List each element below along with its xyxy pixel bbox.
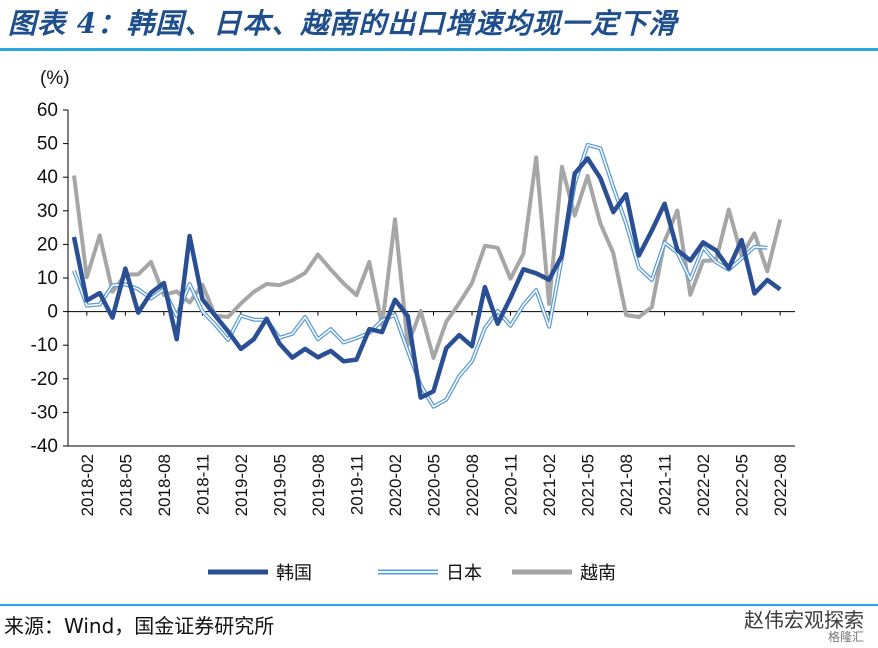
x-tick-label: 2021-11 (656, 454, 675, 515)
x-tick-label: 2022-02 (694, 454, 713, 516)
y-tick-label: 50 (37, 134, 58, 155)
y-tick-label: 0 (47, 302, 58, 323)
x-tick-label: 2022-08 (771, 454, 790, 516)
legend-label-vietnam: 越南 (580, 563, 616, 584)
x-tick-label: 2022-05 (733, 454, 752, 516)
y-tick-label: 10 (37, 268, 58, 289)
legend-label-korea: 韩国 (276, 563, 312, 584)
legend-label-japan: 日本 (446, 563, 482, 584)
x-tick-label: 2018-02 (78, 454, 97, 516)
series-line-korea (71, 156, 782, 400)
source-note: 来源：Wind，国金证券研究所 (4, 614, 275, 638)
footer-rule (0, 604, 878, 606)
chart-title: 图表 4：韩国、日本、越南的出口增速均现一定下滑 (8, 7, 678, 40)
x-tick-label: 2018-05 (116, 454, 135, 516)
title-rule (0, 48, 878, 51)
x-tick-label: 2020-11 (502, 454, 521, 515)
y-tick-label: 60 (37, 100, 58, 121)
y-tick-label: 40 (37, 167, 58, 188)
x-tick-label: 2021-05 (579, 454, 598, 516)
x-tick-label: 2018-08 (155, 454, 174, 516)
x-tick-label: 2021-08 (617, 454, 636, 516)
watermark-secondary: 格隆汇 (827, 630, 864, 644)
series-line-japan-outer (72, 142, 768, 409)
x-tick-label: 2019-11 (347, 454, 366, 515)
x-tick-label: 2020-02 (386, 454, 405, 516)
y-tick-label: -30 (31, 402, 58, 423)
x-tick-label: 2019-08 (309, 454, 328, 516)
y-tick-label: 20 (37, 234, 58, 255)
y-tick-label: -10 (31, 335, 58, 356)
y-tick-label: 30 (37, 201, 58, 222)
x-tick-label: 2020-05 (425, 454, 444, 516)
series-line-japan-inner (73, 144, 768, 408)
y-tick-label: -20 (31, 369, 58, 390)
y-tick-label: -40 (31, 436, 58, 457)
line-chart: (%) -40 -30 -20 -10 0 10 20 30 40 50 60 2018-02 2018-… (31, 68, 795, 584)
x-tick-label: 2018-11 (193, 454, 212, 515)
x-tick-label: 2020-08 (463, 454, 482, 516)
x-tick-label: 2019-05 (270, 454, 289, 516)
x-tick-label: 2019-02 (232, 454, 251, 516)
x-tick-label: 2021-02 (540, 454, 559, 516)
y-unit-label: (%) (40, 68, 70, 89)
watermark: 赵伟宏观探索 (744, 608, 864, 632)
